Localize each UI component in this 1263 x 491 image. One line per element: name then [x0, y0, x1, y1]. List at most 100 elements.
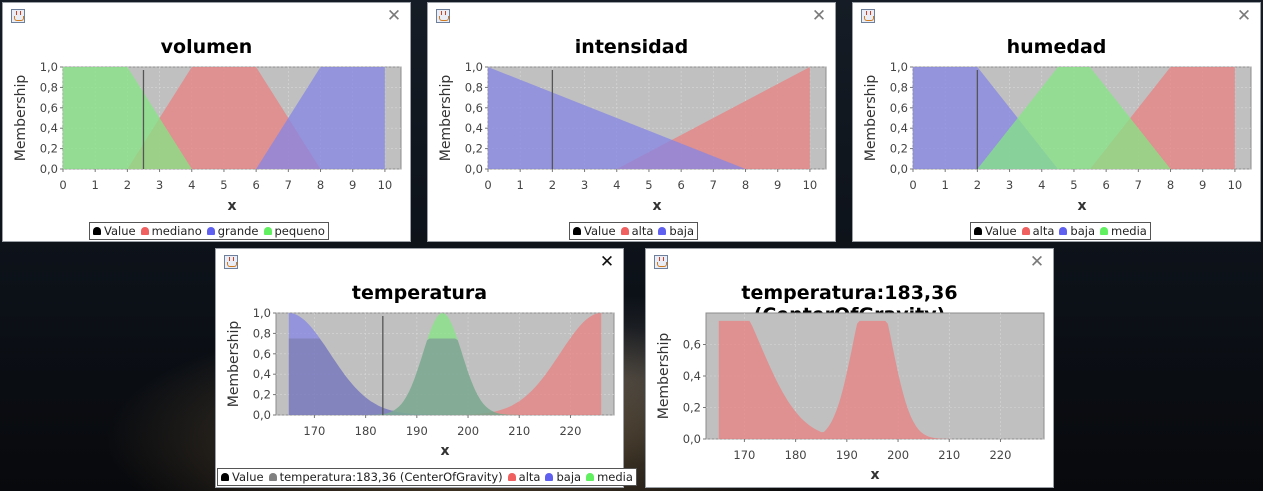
chart-legend: Value mediano grande pequeno [89, 222, 329, 240]
series-area-media [365, 313, 520, 415]
legend-item: media [586, 470, 633, 484]
x-tick-label: 3 [1006, 178, 1013, 192]
x-tick-label: 200 [457, 424, 479, 438]
title-bar[interactable]: ✕ [3, 3, 410, 31]
y-tick-label: 0,2 [253, 388, 271, 402]
x-tick-label: 7 [1135, 178, 1142, 192]
legend-item: pequeno [263, 224, 325, 238]
legend-item: mediano [140, 224, 202, 238]
legend-label: Value [584, 224, 616, 238]
legend-swatch [268, 473, 277, 481]
title-bar[interactable]: ✕ [853, 3, 1260, 31]
y-tick-label: 0,4 [40, 121, 58, 135]
x-tick-label: 170 [733, 448, 755, 462]
java-app-icon [654, 255, 668, 269]
y-tick-label: 0,8 [890, 80, 908, 94]
x-tick-label: 0 [59, 178, 66, 192]
x-tick-label: 4 [188, 178, 195, 192]
x-axis-label: x [1077, 198, 1086, 214]
y-tick-label: 0,6 [40, 101, 58, 115]
series-area-baja [288, 313, 468, 415]
y-tick-label: 0,0 [890, 162, 908, 176]
legend-item: Value [573, 224, 616, 238]
y-tick-label: 0,6 [253, 347, 271, 361]
x-tick-label: 220 [559, 424, 581, 438]
legend-label: media [1111, 224, 1147, 238]
legend-label: alta [631, 224, 654, 238]
close-icon[interactable]: ✕ [1029, 252, 1045, 272]
legend-item: Value [221, 470, 264, 484]
membership-chart: 0,0 0,2 0,4 0,6 0,8 1,0 0 1 2 3 4 5 6 7 8 9 10 x Membershi… [863, 60, 1252, 214]
title-bar[interactable]: ✕ [216, 249, 623, 277]
legend-label: Value [104, 224, 136, 238]
x-tick-label: 190 [406, 424, 428, 438]
close-icon[interactable]: ✕ [386, 6, 402, 26]
x-axis-label: x [652, 198, 661, 214]
legend-swatch [1100, 227, 1108, 235]
x-tick-label: 5 [1070, 178, 1077, 192]
x-tick-label: 170 [303, 424, 325, 438]
chart-legend: Value temperatura:183,36 (CenterOfGravity… [217, 468, 637, 486]
window-volumen: ✕ volumen 0,0 0,2 0,4 0,6 0,8 1,0 0 1 2 3 4 5 6 7 8 9 10… [2, 2, 411, 242]
legend-swatch [974, 227, 982, 235]
x-tick-label: 8 [742, 178, 749, 192]
legend-item: alta [507, 470, 540, 484]
legend-swatch [140, 227, 149, 235]
x-tick-label: 5 [645, 178, 652, 192]
y-tick-label: 0,2 [40, 142, 58, 156]
title-bar[interactable]: ✕ [646, 249, 1053, 277]
x-tick-label: 2 [974, 178, 981, 192]
y-axis-label: Membership [226, 321, 242, 408]
legend-swatch [573, 227, 581, 235]
legend-swatch [263, 227, 272, 235]
x-axis-label: x [227, 198, 236, 214]
legend-label: baja [1070, 224, 1095, 238]
x-tick-label: 10 [378, 178, 393, 192]
legend-item: media [1100, 224, 1147, 238]
legend-item: alta [620, 224, 654, 238]
y-tick-label: 0,4 [890, 121, 908, 135]
legend-item: Value [93, 224, 136, 238]
legend-item: grande [206, 224, 259, 238]
x-tick-label: 2 [124, 178, 131, 192]
y-tick-label: 0,8 [465, 80, 483, 94]
x-tick-label: 9 [774, 178, 781, 192]
x-tick-label: 7 [710, 178, 717, 192]
close-icon[interactable]: ✕ [811, 6, 827, 26]
membership-chart: 0,0 0,2 0,4 0,6 0,8 1,0 0 1 2 3 4 5 6 7 8 9 10 x Membershi… [13, 60, 402, 214]
series-area-temperatura-183-36-centerofgravity- [718, 320, 1032, 439]
legend-label: temperatura:183,36 (CenterOfGravity) [279, 470, 503, 484]
x-tick-label: 3 [581, 178, 588, 192]
java-app-icon [861, 9, 875, 23]
legend-swatch [1059, 227, 1068, 235]
y-axis-label: Membership [863, 75, 879, 162]
window-temperatura: ✕ temperatura 0,0 0,2 0,4 0,6 0,8 1,0 170 180 19… [215, 248, 637, 488]
y-tick-label: 0,4 [683, 369, 701, 383]
chart-title: humedad [1006, 36, 1107, 58]
x-axis-label: x [440, 443, 449, 459]
legend-swatch [586, 473, 595, 481]
x-tick-label: 2 [549, 178, 556, 192]
x-tick-label: 180 [785, 448, 807, 462]
y-tick-label: 0,8 [253, 326, 271, 340]
close-icon[interactable]: ✕ [1236, 6, 1252, 26]
x-tick-label: 6 [252, 178, 259, 192]
y-axis-label: Membership [438, 75, 454, 162]
title-bar[interactable]: ✕ [428, 3, 835, 31]
legend-label: Value [985, 224, 1017, 238]
chart-title: temperatura [351, 282, 488, 304]
java-app-icon [11, 9, 25, 23]
x-tick-label: 180 [355, 424, 377, 438]
legend-swatch [221, 473, 229, 481]
x-tick-label: 220 [989, 448, 1011, 462]
x-tick-label: 10 [803, 178, 818, 192]
close-icon[interactable]: ✕ [599, 252, 615, 272]
chart-title: volumen [160, 36, 253, 58]
membership-chart: 0,0 0,2 0,4 0,6 0,8 1,0 170 180 190 200 210 220 x Mem… [226, 306, 615, 459]
x-tick-label: 1 [517, 178, 524, 192]
chart-title: intensidad [574, 36, 689, 58]
y-tick-label: 0,2 [465, 142, 483, 156]
series-area-temperatura-183-36-centerofgravity- [288, 338, 602, 415]
x-tick-label: 7 [285, 178, 292, 192]
legend-swatch [545, 473, 554, 481]
